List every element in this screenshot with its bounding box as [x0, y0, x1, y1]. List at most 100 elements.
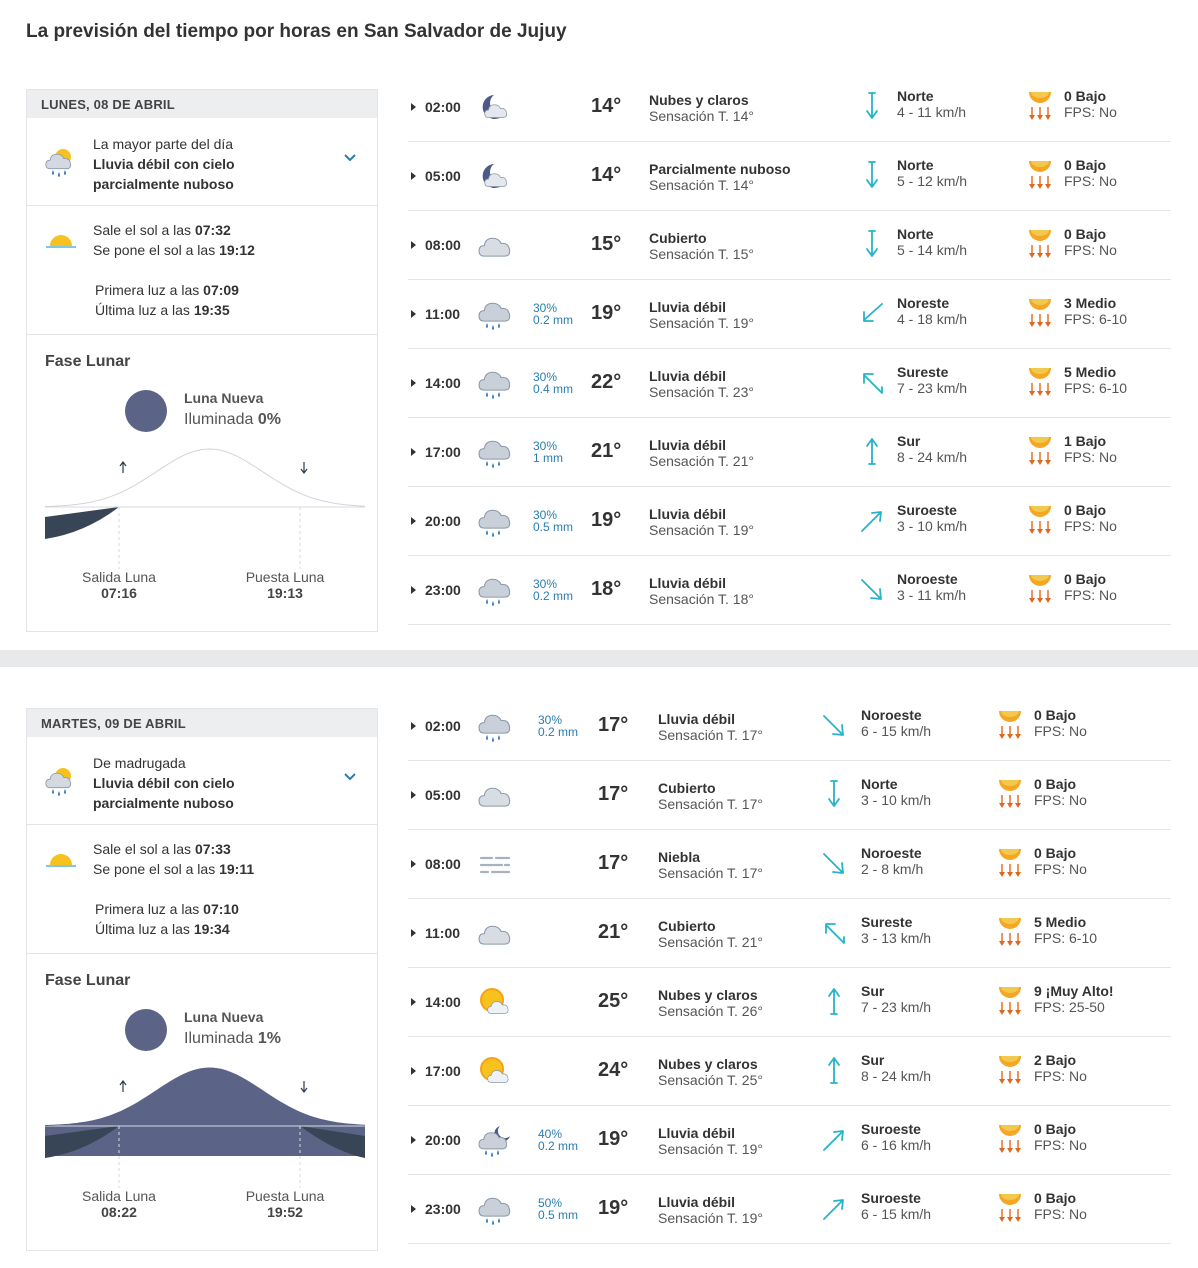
moonset: Puesta Luna 19:13	[245, 569, 325, 601]
expand-caret-icon[interactable]	[411, 998, 416, 1006]
expand-caret-icon[interactable]	[411, 929, 416, 937]
temperature: 25°	[598, 990, 629, 1012]
wind-info: Norte 3 - 10 km/h	[861, 776, 932, 808]
arrow-up-right-icon	[822, 1191, 846, 1225]
arrow-up-right-icon	[860, 503, 884, 537]
uv-index-icon	[997, 1052, 1023, 1086]
hourly-row[interactable]: 20:00 30% 0.5 mm 19° Lluvia débil Sensació…	[408, 487, 1171, 556]
temperature: 19°	[598, 1197, 629, 1219]
hour-time: 14:00	[425, 994, 461, 1010]
moon-illumination: Iluminada 0%	[184, 411, 281, 428]
wind-info: Noroeste 2 - 8 km/h	[861, 845, 924, 877]
hourly-row[interactable]: 02:00 30% 0.2 mm 17° Lluvia débil Sensació…	[408, 692, 1171, 761]
hourly-row[interactable]: 11:00 21° Cubierto Sensación T. 21° Sures…	[408, 899, 1171, 968]
moon-phase-title: Fase Lunar	[45, 972, 131, 989]
wind-info: Sur 8 - 24 km/h	[897, 433, 968, 465]
arrow-up-left-icon	[860, 365, 884, 399]
uv-info: 5 Medio FPS: 6-10	[1064, 364, 1128, 396]
hourly-row[interactable]: 05:00 14° Parcialmente nuboso Sensación T…	[408, 142, 1171, 211]
cloud-sun-rain-icon	[45, 146, 77, 178]
sun-cloud-icon	[478, 986, 512, 1020]
hourly-row[interactable]: 23:00 30% 0.2 mm 18° Lluvia débil Sensació…	[408, 556, 1171, 625]
expand-caret-icon[interactable]	[411, 448, 416, 456]
wind-info: Norte 4 - 11 km/h	[897, 88, 966, 120]
moon-path-chart	[45, 1067, 365, 1188]
cloud-rain-icon	[478, 574, 512, 608]
expand-caret-icon[interactable]	[411, 1205, 416, 1213]
expand-caret-icon[interactable]	[411, 791, 416, 799]
cloud-rain-icon	[478, 1193, 512, 1227]
first-light-line: Primera luz a las 07:10	[95, 901, 239, 917]
wind-info: Suroeste 3 - 10 km/h	[897, 502, 968, 534]
hour-time: 23:00	[425, 1201, 461, 1217]
hour-time: 08:00	[425, 237, 461, 253]
wind-info: Noreste 4 - 18 km/h	[897, 295, 968, 327]
expand-caret-icon[interactable]	[411, 1136, 416, 1144]
expand-caret-icon[interactable]	[411, 379, 416, 387]
uv-index-icon	[1027, 364, 1053, 398]
hourly-row[interactable]: 17:00 24° Nubes y claros Sensación T. 25°…	[408, 1037, 1171, 1106]
expand-caret-icon[interactable]	[411, 586, 416, 594]
uv-index-icon	[1027, 226, 1053, 260]
temperature: 22°	[591, 371, 622, 393]
hour-time: 17:00	[425, 444, 461, 460]
uv-info: 1 Bajo FPS: No	[1064, 433, 1117, 465]
hourly-row[interactable]: 11:00 30% 0.2 mm 19° Lluvia débil Sensació…	[408, 280, 1171, 349]
expand-caret-icon[interactable]	[411, 172, 416, 180]
condition: Parcialmente nuboso Sensación T. 14°	[649, 161, 791, 193]
arrow-down-icon	[860, 89, 884, 123]
summary-period: De madrugada	[93, 755, 186, 771]
cloud-icon	[478, 229, 512, 263]
hourly-row[interactable]: 08:00 15° Cubierto Sensación T. 15° Norte…	[408, 211, 1171, 280]
hourly-row[interactable]: 05:00 17° Cubierto Sensación T. 17° Norte…	[408, 761, 1171, 830]
expand-caret-icon[interactable]	[411, 103, 416, 111]
hour-time: 05:00	[425, 787, 461, 803]
new-moon-icon	[125, 390, 167, 432]
uv-index-icon	[997, 1190, 1023, 1224]
sunset-line: Se pone el sol a las 19:11	[93, 861, 255, 877]
condition: Lluvia débil Sensación T. 23°	[649, 368, 754, 400]
sunrise-icon	[45, 230, 77, 250]
temperature: 18°	[591, 578, 622, 600]
cloud-rain-icon	[478, 367, 512, 401]
moonset: Puesta Luna 19:52	[245, 1188, 325, 1220]
condition: Nubes y claros Sensación T. 14°	[649, 92, 754, 124]
uv-info: 0 Bajo FPS: No	[1034, 1190, 1087, 1222]
expand-caret-icon[interactable]	[411, 722, 416, 730]
expand-caret-icon[interactable]	[411, 1067, 416, 1075]
hourly-row[interactable]: 20:00 40% 0.2 mm 19° Lluvia débil Sensació…	[408, 1106, 1171, 1175]
hourly-forecast-list: 02:00 30% 0.2 mm 17° Lluvia débil Sensació…	[408, 692, 1171, 1244]
chevron-down-icon[interactable]	[343, 770, 357, 784]
expand-caret-icon[interactable]	[411, 860, 416, 868]
chevron-down-icon[interactable]	[343, 151, 357, 165]
day-summary-toggle[interactable]: La mayor parte del día Lluvia débil con …	[27, 118, 377, 206]
moon-path-chart	[45, 448, 365, 569]
day-date-header: MARTES, 09 DE ABRIL	[27, 709, 377, 737]
hourly-row[interactable]: 02:00 14° Nubes y claros Sensación T. 14°…	[408, 73, 1171, 142]
sun-times: Sale el sol a las 07:33 Se pone el sol a…	[27, 825, 377, 954]
expand-caret-icon[interactable]	[411, 241, 416, 249]
hourly-row[interactable]: 08:00 17° Niebla Sensación T. 17° Noroest…	[408, 830, 1171, 899]
expand-caret-icon[interactable]	[411, 310, 416, 318]
hourly-row[interactable]: 17:00 30% 1 mm 21° Lluvia débil Sensación …	[408, 418, 1171, 487]
moonrise: Salida Luna 08:22	[82, 1188, 156, 1220]
uv-info: 0 Bajo FPS: No	[1034, 1121, 1087, 1153]
uv-index-icon	[997, 914, 1023, 948]
uv-index-icon	[1027, 295, 1053, 329]
condition: Cubierto Sensación T. 15°	[649, 230, 754, 262]
cloud-rain-icon	[478, 436, 512, 470]
precipitation: 50% 0.5 mm	[538, 1196, 579, 1222]
hourly-row[interactable]: 14:00 25° Nubes y claros Sensación T. 26°…	[408, 968, 1171, 1037]
day-summary-card: MARTES, 09 DE ABRIL De madrugada Lluvia …	[26, 708, 378, 1251]
precipitation: 30% 0.2 mm	[533, 301, 574, 327]
temperature: 15°	[591, 233, 622, 255]
arrow-down-left-icon	[860, 296, 884, 330]
arrow-down-right-icon	[822, 708, 846, 742]
hourly-row[interactable]: 14:00 30% 0.4 mm 22° Lluvia débil Sensació…	[408, 349, 1171, 418]
hourly-row[interactable]: 23:00 50% 0.5 mm 19° Lluvia débil Sensació…	[408, 1175, 1171, 1244]
summary-period: La mayor parte del día	[93, 136, 234, 152]
day-summary-card: LUNES, 08 DE ABRIL La mayor parte del dí…	[26, 89, 378, 632]
sunrise-line: Sale el sol a las 07:32	[93, 222, 231, 238]
day-summary-toggle[interactable]: De madrugada Lluvia débil con cielo parc…	[27, 737, 377, 825]
expand-caret-icon[interactable]	[411, 517, 416, 525]
